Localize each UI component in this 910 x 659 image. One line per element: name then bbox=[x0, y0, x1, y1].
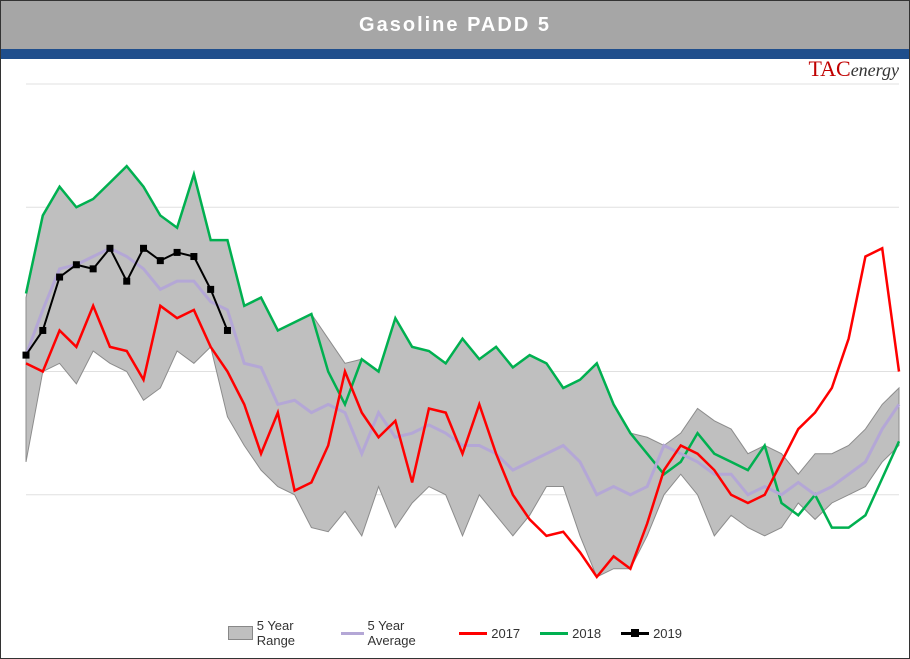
chart-container: Gasoline PADD 5 TACenergy 5 Year Range 5… bbox=[0, 0, 910, 659]
logo-brand: TAC bbox=[808, 56, 850, 81]
logo-suffix: energy bbox=[851, 60, 899, 80]
legend-swatch-range bbox=[228, 626, 253, 640]
legend-item-range: 5 Year Range bbox=[228, 618, 321, 648]
accent-bar bbox=[1, 49, 909, 59]
legend-item-2017: 2017 bbox=[459, 626, 520, 641]
legend-swatch-2017 bbox=[459, 632, 487, 635]
legend-item-avg: 5 Year Average bbox=[341, 618, 440, 648]
legend-label-range: 5 Year Range bbox=[257, 618, 321, 648]
legend-swatch-2018 bbox=[540, 632, 568, 635]
brand-logo: TACenergy bbox=[808, 56, 899, 82]
plot-area: 5 Year Range 5 Year Average 2017 2018 20… bbox=[1, 59, 909, 658]
legend-swatch-2019 bbox=[621, 632, 649, 635]
chart-title: Gasoline PADD 5 bbox=[359, 14, 551, 37]
legend-label-2019: 2019 bbox=[653, 626, 682, 641]
legend-swatch-avg bbox=[341, 632, 364, 635]
legend-item-2019: 2019 bbox=[621, 626, 682, 641]
plot-svg bbox=[1, 59, 909, 658]
legend-label-2017: 2017 bbox=[491, 626, 520, 641]
legend: 5 Year Range 5 Year Average 2017 2018 20… bbox=[228, 618, 682, 648]
legend-label-2018: 2018 bbox=[572, 626, 601, 641]
legend-item-2018: 2018 bbox=[540, 626, 601, 641]
legend-label-avg: 5 Year Average bbox=[368, 618, 440, 648]
title-bar: Gasoline PADD 5 bbox=[1, 1, 909, 49]
